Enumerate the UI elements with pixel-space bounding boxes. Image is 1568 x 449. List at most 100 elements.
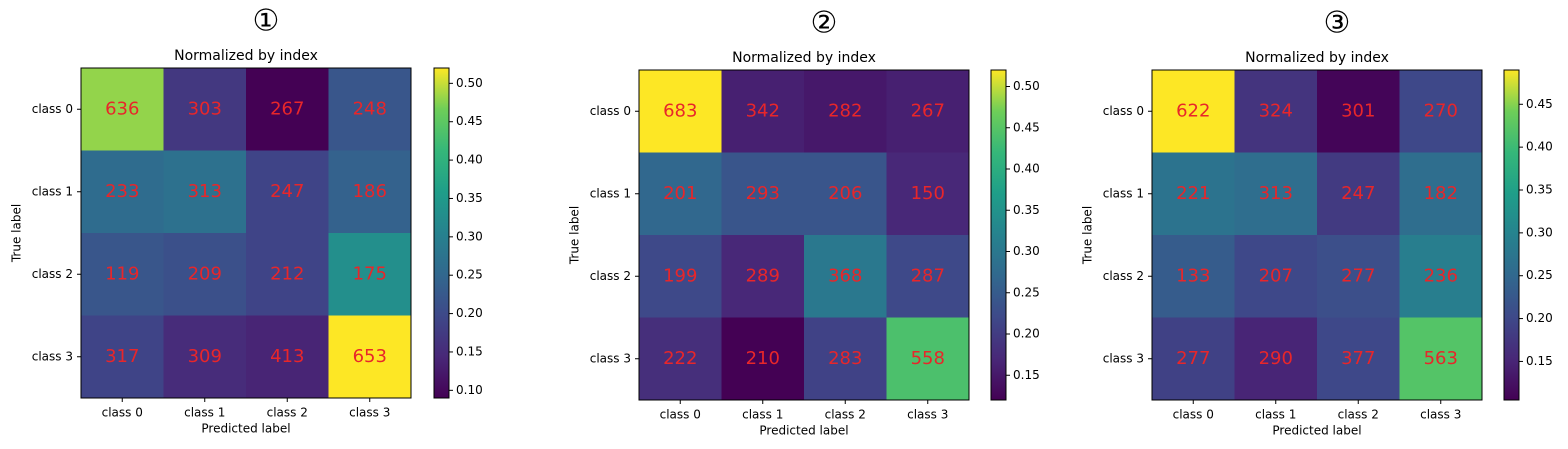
cell-label: 563 [1424, 348, 1458, 369]
chart-title: Normalized by index [732, 50, 876, 66]
cell-label: 324 [1259, 100, 1293, 121]
colorbar-tick-label: 0.30 [1526, 225, 1553, 239]
cell-label: 133 [1176, 265, 1210, 286]
cell-label: 186 [353, 181, 387, 202]
heatmap-cell [1399, 152, 1483, 236]
x-tick-label: class 2 [267, 406, 308, 420]
cell-label: 221 [1176, 183, 1210, 204]
colorbar-tick-label: 0.15 [456, 344, 483, 358]
heatmap-cell [328, 315, 412, 399]
colorbar-tick-label: 0.20 [456, 306, 483, 320]
heatmap-cell [1399, 317, 1483, 401]
cell-label: 287 [911, 265, 945, 286]
cell-label: 309 [188, 346, 222, 367]
heatmap-cell [163, 233, 247, 316]
heatmap-cell [81, 150, 164, 234]
cell-label: 119 [105, 263, 139, 284]
cell-label: 267 [270, 98, 304, 119]
heatmap-cell [639, 235, 722, 318]
x-tick-label: class 0 [660, 408, 701, 422]
heatmap-cell [804, 152, 887, 236]
x-tick-label: class 0 [102, 406, 143, 420]
cell-label: 283 [828, 348, 862, 369]
heatmap-cell [1152, 152, 1235, 236]
cell-label: 199 [663, 265, 697, 286]
heatmap-cell [328, 150, 412, 234]
heatmap-cell [1399, 235, 1483, 318]
heatmap-cell [886, 317, 970, 401]
y-axis-label: True label [1081, 206, 1095, 265]
heatmap-cell [246, 233, 329, 316]
heatmap-cell [246, 150, 329, 234]
panel-label: ② [811, 6, 838, 41]
cell-label: 413 [270, 346, 304, 367]
colorbar-tick-label: 0.45 [1013, 120, 1040, 134]
heatmap-cell [804, 235, 887, 318]
cell-label: 210 [746, 348, 780, 369]
heatmap-cell [1234, 235, 1318, 318]
colorbar [990, 69, 1007, 401]
cell-label: 377 [1341, 348, 1375, 369]
x-tick-label: class 3 [1420, 408, 1461, 422]
heatmap-cell [246, 315, 329, 399]
x-tick-label: class 1 [184, 406, 225, 420]
heatmap-cell [163, 315, 247, 399]
x-axis-label: Predicted label [201, 422, 290, 436]
y-tick-label: class 2 [32, 267, 73, 281]
x-tick-label: class 2 [1338, 408, 1379, 422]
heatmap-cell [804, 70, 887, 153]
cell-label: 558 [911, 348, 945, 369]
heatmap-cell [1234, 70, 1318, 153]
cell-label: 201 [663, 183, 697, 204]
colorbar-tick-label: 0.50 [456, 76, 483, 90]
cell-label: 236 [1424, 265, 1458, 286]
cell-label: 313 [1259, 183, 1293, 204]
colorbar-tick-label: 0.45 [456, 114, 483, 128]
y-tick-label: class 2 [1103, 269, 1144, 283]
cell-label: 289 [746, 265, 780, 286]
colorbar-tick-label: 0.15 [1526, 354, 1553, 368]
heatmap-cell [886, 70, 970, 153]
y-tick-label: class 3 [1103, 351, 1144, 365]
colorbar-tick-label: 0.20 [1526, 311, 1553, 325]
heatmap-cell [639, 317, 722, 401]
cell-label: 222 [663, 348, 697, 369]
cell-label: 683 [663, 100, 697, 121]
y-tick-label: class 0 [32, 102, 73, 116]
colorbar-tick-label: 0.45 [1526, 97, 1553, 111]
chart-title: Normalized by index [1245, 50, 1389, 66]
colorbar-tick-label: 0.40 [1013, 162, 1040, 176]
colorbar-tick-label: 0.40 [456, 153, 483, 167]
cell-label: 653 [353, 346, 387, 367]
y-tick-label: class 0 [1103, 104, 1144, 118]
cell-label: 182 [1424, 183, 1458, 204]
cell-label: 277 [1341, 265, 1375, 286]
y-tick-label: class 1 [1103, 186, 1144, 200]
chart-title: Normalized by index [174, 48, 318, 64]
cell-label: 290 [1259, 348, 1293, 369]
cell-label: 212 [270, 263, 304, 284]
colorbar-tick-label: 0.25 [1526, 268, 1553, 282]
heatmap-cell [163, 150, 247, 234]
heatmap-cell [721, 152, 805, 236]
colorbar-tick-label: 0.30 [1013, 244, 1040, 258]
x-tick-label: class 1 [742, 408, 783, 422]
cell-label: 303 [188, 98, 222, 119]
cell-label: 247 [270, 181, 304, 202]
heatmap-cell [721, 70, 805, 153]
y-tick-label: class 2 [590, 269, 631, 283]
heatmap-cell [804, 317, 887, 401]
colorbar-tick-label: 0.10 [456, 383, 483, 397]
heatmap-cell [721, 317, 805, 401]
axes-frame [80, 67, 412, 399]
x-axis-label: Predicted label [1272, 424, 1361, 438]
panel-label: ③ [1324, 6, 1351, 41]
axes-frame [638, 69, 970, 401]
cell-label: 368 [828, 265, 862, 286]
colorbar-tick-label: 0.35 [1526, 183, 1553, 197]
cell-label: 233 [105, 181, 139, 202]
heatmap-cell [1317, 235, 1400, 318]
heatmap-cell [1317, 70, 1400, 153]
y-tick-label: class 1 [590, 186, 631, 200]
